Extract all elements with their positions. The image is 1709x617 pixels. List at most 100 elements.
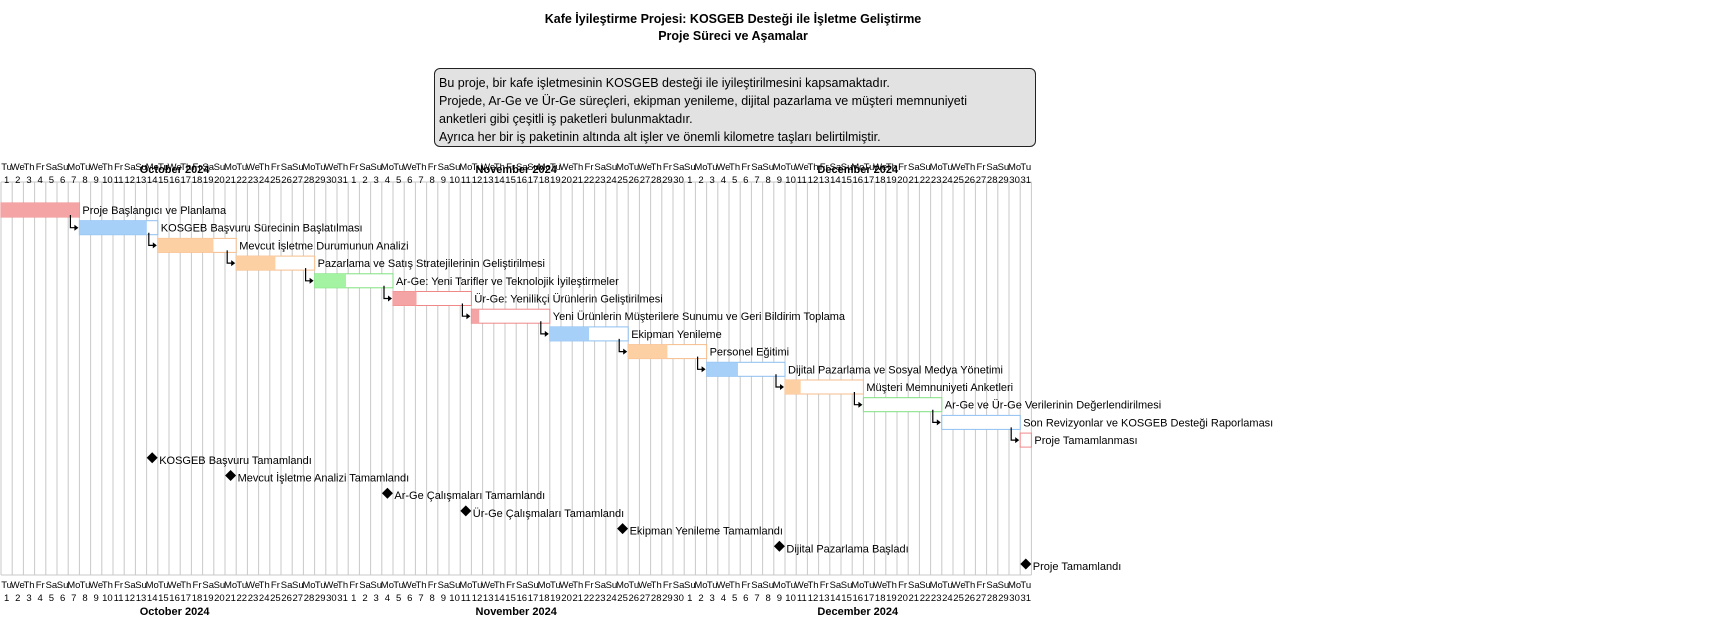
weekday-label: Su: [606, 162, 618, 173]
day-label: 31: [337, 593, 348, 604]
task-progress: [79, 220, 147, 235]
arrow-head: [1015, 437, 1020, 444]
task-progress: [236, 256, 276, 271]
task-progress: [785, 380, 801, 394]
day-label: 10: [449, 175, 460, 186]
arrow-head: [309, 277, 314, 284]
weekday-label: Tu: [628, 580, 639, 591]
weekday-label: Tu: [550, 162, 561, 173]
day-label: 17: [528, 175, 539, 186]
day-label: 31: [1021, 175, 1032, 186]
day-label: 5: [732, 593, 737, 604]
weekday-label: Mo: [930, 580, 943, 591]
task-label: Dijital Pazarlama ve Sosyal Medya Yöneti…: [788, 364, 1003, 376]
day-label: 12: [808, 175, 819, 186]
day-label: 20: [897, 175, 908, 186]
day-label: 26: [965, 175, 976, 186]
weekday-label: Fr: [663, 162, 672, 173]
note-line: anketleri gibi çeşitli iş paketleri bulu…: [439, 112, 693, 126]
weekday-label: We: [11, 580, 25, 591]
day-label: 14: [494, 175, 505, 186]
day-label: 23: [595, 175, 606, 186]
weekday-label: Su: [684, 162, 696, 173]
day-label: 18: [192, 593, 203, 604]
weekday-label: Tu: [80, 580, 91, 591]
weekday-label: Tu: [158, 580, 169, 591]
day-label: 30: [326, 175, 337, 186]
day-label: 9: [441, 593, 446, 604]
day-label: 16: [169, 593, 180, 604]
day-label: 26: [629, 593, 640, 604]
weekday-label: Sa: [438, 580, 450, 591]
day-label: 5: [49, 175, 54, 186]
weekday-label: Fr: [428, 162, 437, 173]
day-label: 15: [505, 593, 516, 604]
weekday-label: Mo: [459, 580, 472, 591]
day-label: 28: [651, 593, 662, 604]
day-label: 23: [595, 593, 606, 604]
day-label: 21: [225, 593, 236, 604]
weekday-label: Sa: [594, 162, 606, 173]
day-label: 22: [920, 593, 931, 604]
day-label: 14: [830, 175, 841, 186]
day-label: 28: [304, 175, 315, 186]
day-label: 12: [125, 593, 136, 604]
day-label: 2: [698, 175, 703, 186]
weekday-label: We: [873, 162, 887, 173]
day-label: 21: [225, 175, 236, 186]
arrow-head: [74, 224, 79, 231]
weekday-label: Mo: [773, 162, 786, 173]
weekday-label: Tu: [942, 162, 953, 173]
weekday-label: Mo: [67, 580, 80, 591]
day-label: 12: [808, 593, 819, 604]
day-label: 14: [147, 593, 158, 604]
weekday-label: Tu: [550, 580, 561, 591]
weekday-label: Su: [449, 162, 461, 173]
task-label: Ar-Ge ve Ür-Ge Verilerinin Değerlendiril…: [945, 400, 1161, 412]
weekday-label: Sa: [46, 162, 58, 173]
day-label: 23: [248, 175, 259, 186]
day-label: 3: [26, 175, 31, 186]
weekday-label: Sa: [516, 580, 528, 591]
weekday-label: Sa: [281, 580, 293, 591]
day-label: 15: [505, 175, 516, 186]
weekday-label: Su: [57, 580, 69, 591]
milestone-diamond: [617, 523, 629, 535]
day-label: 4: [385, 175, 390, 186]
weekday-label: We: [716, 162, 730, 173]
weekday-label: Su: [919, 580, 931, 591]
weekday-label: Mo: [930, 162, 943, 173]
day-label: 10: [785, 175, 796, 186]
weekday-label: We: [560, 162, 574, 173]
day-label: 8: [430, 593, 435, 604]
day-label: 3: [710, 175, 715, 186]
day-label: 1: [351, 593, 356, 604]
day-label: 11: [461, 593, 471, 604]
weekday-label: We: [716, 580, 730, 591]
day-label: 2: [362, 593, 367, 604]
weekday-label: Tu: [236, 580, 247, 591]
weekday-label: Sa: [516, 162, 528, 173]
day-label: 11: [114, 593, 124, 604]
day-label: 19: [203, 593, 214, 604]
weekday-label: We: [11, 162, 25, 173]
milestone-label: Ar-Ge Çalışmaları Tamamlandı: [394, 490, 545, 502]
day-label: 15: [158, 593, 169, 604]
day-label: 17: [181, 175, 192, 186]
weekday-label: Tu: [315, 580, 326, 591]
weekday-label: Fr: [741, 580, 750, 591]
note-line: Bu proje, bir kafe işletmesinin KOSGEB d…: [439, 76, 890, 90]
day-label: 9: [777, 175, 782, 186]
day-label: 19: [886, 593, 897, 604]
weekday-label: Su: [135, 580, 147, 591]
day-label: 30: [326, 593, 337, 604]
task-progress: [314, 273, 346, 288]
note-line: Projede, Ar-Ge ve Ür-Ge süreçleri, ekipm…: [439, 94, 967, 108]
day-label: 29: [315, 593, 326, 604]
day-label: 21: [909, 175, 920, 186]
task-label: Mevcut İşletme Durumunun Analizi: [239, 239, 408, 252]
task-label: Ar-Ge: Yeni Tarifler ve Teknolojik İyile…: [396, 275, 619, 288]
day-label: 4: [385, 593, 390, 604]
day-label: 8: [82, 593, 87, 604]
weekday-label: We: [952, 580, 966, 591]
